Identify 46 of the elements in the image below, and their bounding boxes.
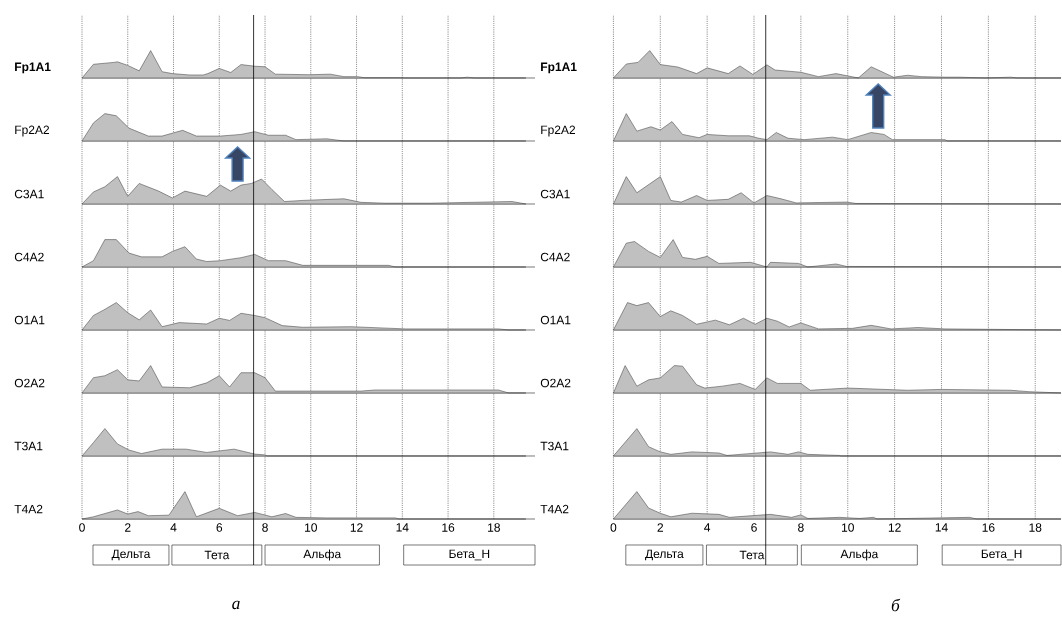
text: Дельта bbox=[111, 549, 151, 561]
y-axis-title: O2A2 bbox=[14, 378, 45, 388]
y-axis-title: T4A2 bbox=[540, 504, 569, 514]
x-tick-label: 6 bbox=[216, 523, 223, 532]
y-axis-title: T3A1 bbox=[14, 441, 43, 451]
y-axis-title: T3A1 bbox=[540, 441, 569, 451]
text: Бета_Н bbox=[449, 549, 490, 561]
text: Тета bbox=[739, 550, 765, 560]
x-tick-label: 4 bbox=[170, 523, 177, 532]
x-tick-label: 0 bbox=[79, 523, 85, 532]
x-tick-label: 14 bbox=[935, 523, 948, 532]
y-axis-title: O2A2 bbox=[540, 378, 571, 388]
y-axis-title: Fp2A2 bbox=[15, 125, 50, 137]
x-tick-label: 10 bbox=[842, 523, 854, 532]
x-tick-label: 12 bbox=[888, 523, 901, 532]
y-axis-title: Fp1A1 bbox=[541, 62, 577, 74]
text: Дельта bbox=[645, 549, 684, 561]
text: Бета_Н bbox=[981, 549, 1022, 561]
y-axis-title: C4A2 bbox=[540, 252, 570, 262]
text: Альфа bbox=[840, 549, 879, 561]
x-tick-label: 6 bbox=[751, 523, 757, 532]
x-tick-label: 18 bbox=[1029, 523, 1042, 532]
x-tick-label: 0 bbox=[610, 523, 617, 532]
text: б bbox=[891, 598, 901, 612]
x-tick-label: 10 bbox=[305, 523, 317, 532]
x-tick-label: 8 bbox=[262, 523, 268, 532]
x-tick-label: 16 bbox=[982, 523, 995, 532]
y-axis-title: T4A2 bbox=[14, 504, 43, 514]
x-tick-label: 2 bbox=[657, 523, 663, 532]
x-tick-label: 18 bbox=[488, 523, 500, 532]
y-axis-title: C3A1 bbox=[14, 189, 44, 199]
x-tick-label: 14 bbox=[396, 523, 409, 532]
y-axis-title: Fp1A1 bbox=[15, 62, 51, 74]
y-axis-title: C4A2 bbox=[14, 252, 44, 262]
text: Альфа bbox=[303, 549, 342, 561]
x-tick-label: 8 bbox=[798, 523, 804, 532]
y-axis-title: C3A1 bbox=[540, 189, 570, 199]
y-axis-title: O1A1 bbox=[14, 315, 45, 325]
x-tick-label: 2 bbox=[125, 523, 131, 532]
text: Тета bbox=[204, 550, 230, 560]
x-tick-label: 4 bbox=[704, 523, 711, 532]
x-tick-label: 16 bbox=[442, 523, 455, 532]
y-axis-title: Fp2A2 bbox=[541, 125, 576, 137]
text: а bbox=[232, 600, 240, 610]
x-tick-label: 12 bbox=[350, 523, 363, 532]
y-axis-title: O1A1 bbox=[540, 315, 571, 325]
